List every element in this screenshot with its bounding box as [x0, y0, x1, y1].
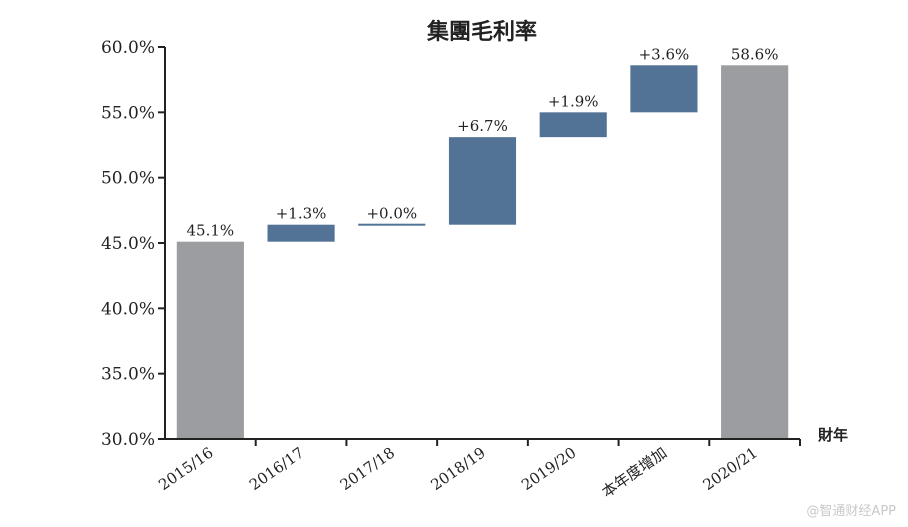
x-tick-label: 本年度增加 — [598, 444, 670, 502]
x-tick-label: 2020/21 — [700, 444, 761, 494]
y-tick-label: 35.0% — [101, 365, 155, 385]
delta-bar — [539, 112, 607, 138]
delta-bar — [448, 137, 517, 225]
total-bar — [721, 65, 789, 439]
data-label: +3.6% — [639, 45, 690, 63]
x-axis-label: 財年 — [817, 426, 848, 444]
watermark: @智通财经APP — [806, 504, 896, 519]
delta-bar — [358, 223, 426, 226]
y-tick-label: 55.0% — [101, 103, 155, 123]
data-label: 58.6% — [731, 45, 779, 63]
data-label: +1.3% — [276, 205, 327, 223]
y-tick-label: 30.0% — [101, 430, 155, 450]
chart-title: 集團毛利率 — [426, 19, 537, 45]
y-tick-label: 50.0% — [101, 169, 155, 189]
data-label: +1.9% — [548, 92, 599, 110]
y-tick-label: 60.0% — [101, 38, 155, 58]
delta-bar — [267, 224, 335, 242]
x-tick-label: 2016/17 — [246, 444, 307, 494]
x-tick-label: 2018/19 — [427, 444, 488, 494]
x-tick-label: 2017/18 — [337, 444, 398, 494]
x-tick-label: 2015/16 — [155, 444, 216, 494]
delta-bar — [630, 65, 698, 113]
data-label: +6.7% — [457, 117, 508, 135]
y-tick-label: 45.0% — [101, 234, 155, 254]
total-bar — [176, 241, 244, 439]
data-label: 45.1% — [187, 222, 235, 240]
data-label: +0.0% — [366, 205, 417, 223]
y-tick-label: 40.0% — [101, 299, 155, 319]
x-tick-label: 2019/20 — [518, 444, 579, 494]
